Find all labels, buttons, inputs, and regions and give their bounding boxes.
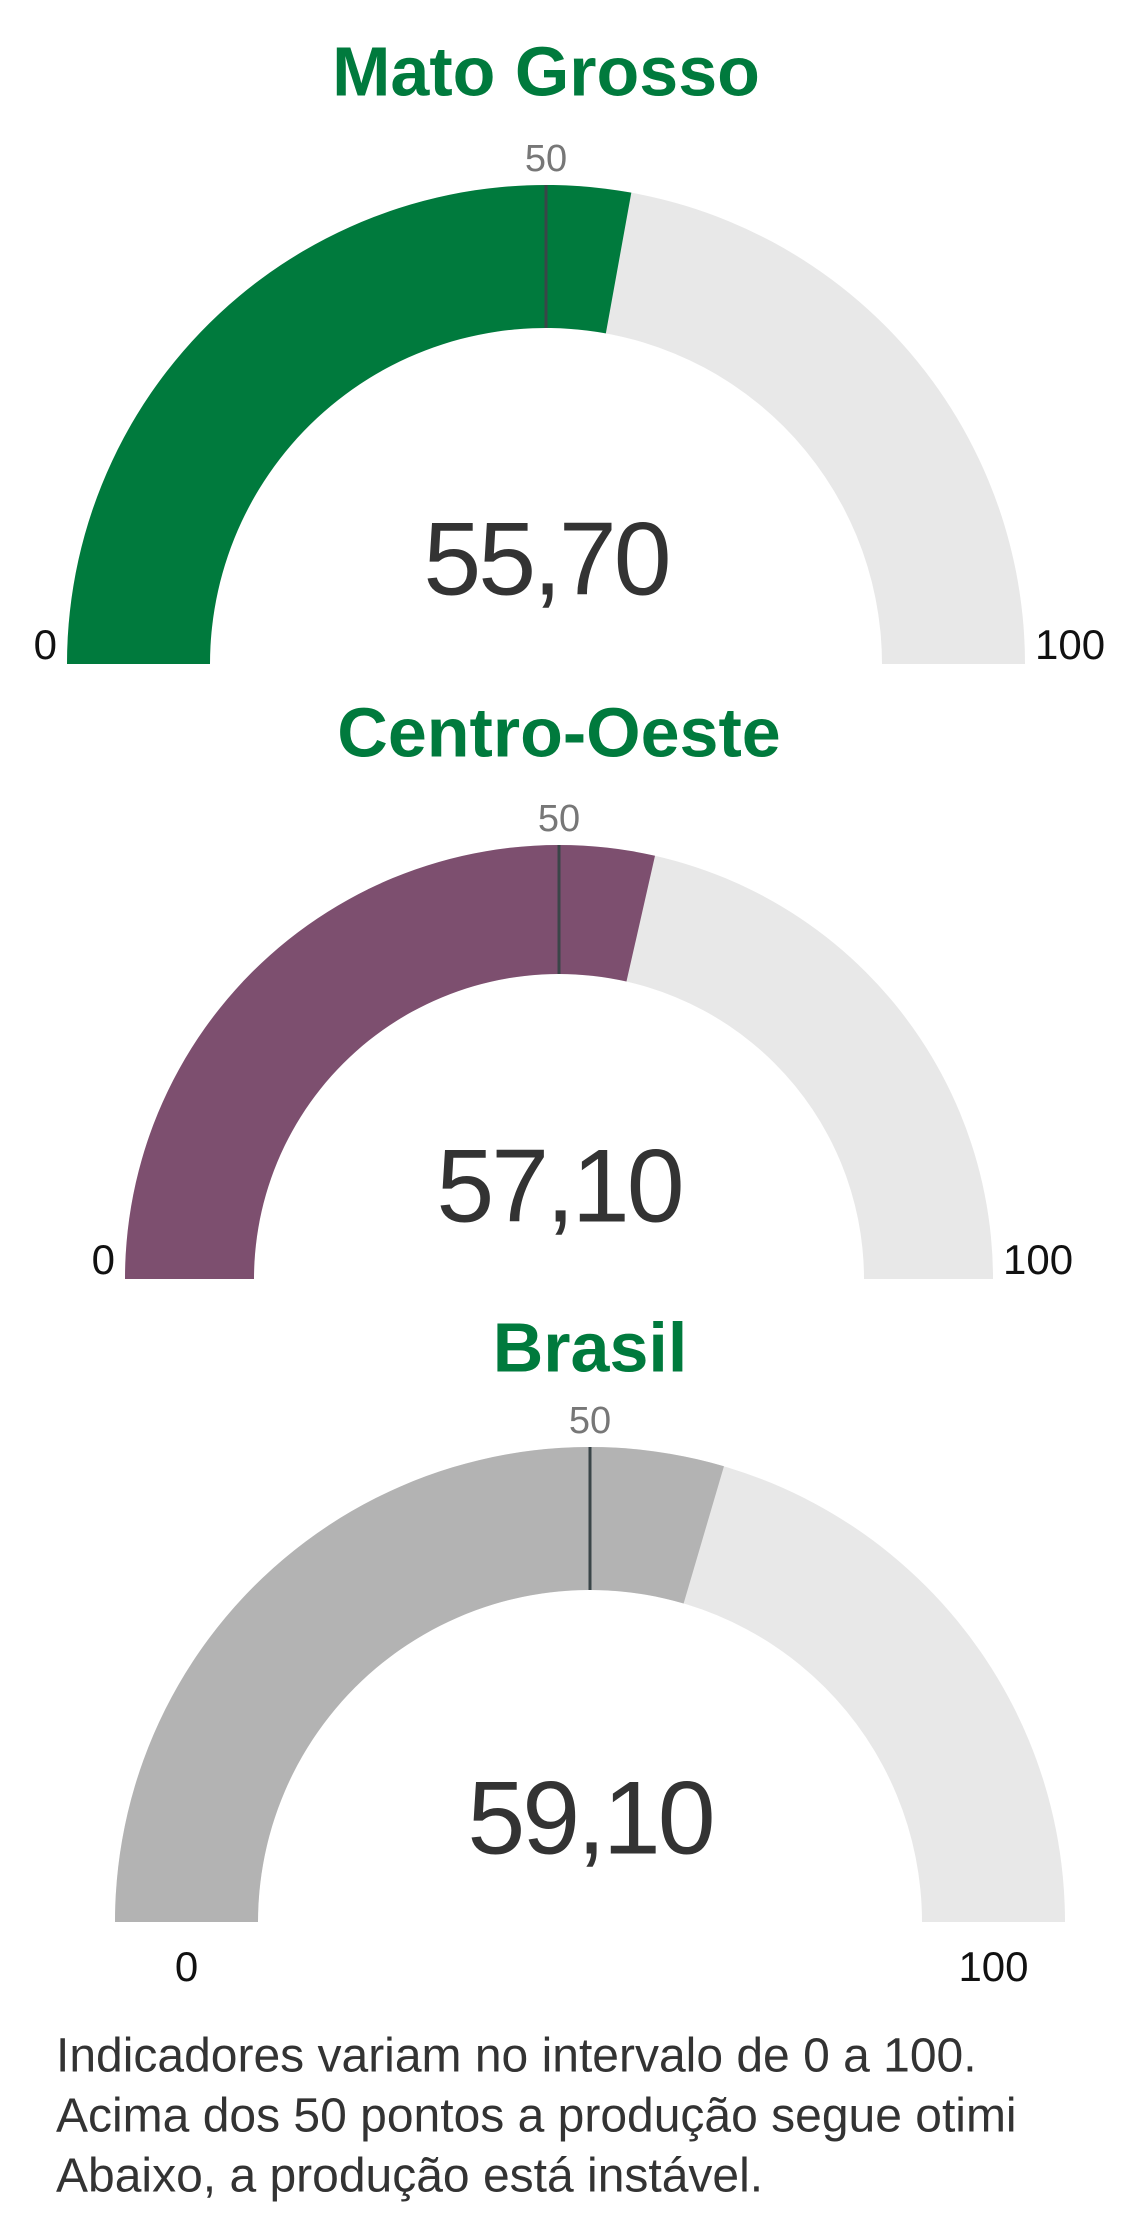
gauge-title: Mato Grosso [332, 32, 760, 110]
gauge-value: 57,10 [436, 1128, 681, 1244]
gauge-value: 55,70 [423, 501, 668, 617]
gauge-threshold-label: 50 [538, 798, 580, 840]
footer-line: Acima dos 50 pontos a produção segue oti… [56, 2090, 1017, 2143]
gauge-end-label: 0 [92, 1236, 115, 1283]
gauge-end-label: 100 [958, 1943, 1028, 1990]
gauge-title: Brasil [493, 1308, 688, 1386]
gauge-value: 59,10 [467, 1760, 712, 1876]
gauge-end-label: 0 [34, 621, 57, 668]
gauge-end-label: 100 [1035, 621, 1105, 668]
footer-line: Abaixo, a produção está instável. [56, 2150, 763, 2203]
gauge-value-arc [115, 1446, 724, 1922]
gauge-value-arc [125, 844, 656, 1279]
gauge-value-arc [67, 184, 632, 664]
footer-line: Indicadores variam no intervalo de 0 a 1… [56, 2030, 977, 2083]
gauge-title: Centro-Oeste [337, 693, 780, 771]
gauge-threshold-label: 50 [525, 138, 567, 180]
gauge-end-label: 100 [1003, 1236, 1073, 1283]
gauge-end-label: 0 [175, 1943, 198, 1990]
gauge-threshold-label: 50 [569, 1400, 611, 1442]
